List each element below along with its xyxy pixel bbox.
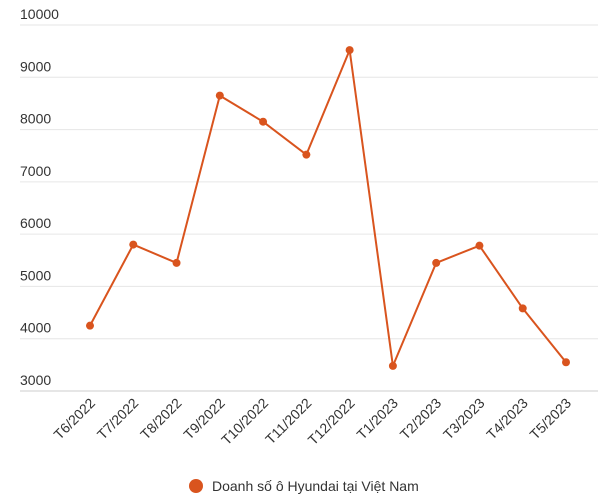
x-tick-label: T12/2022 (305, 395, 358, 448)
series-group (86, 46, 570, 370)
y-tick-label: 3000 (20, 372, 51, 388)
legend: Doanh số ô Hyundai tại Việt Nam (189, 478, 419, 494)
x-tick-label: T6/2022 (50, 395, 98, 443)
data-point (562, 358, 570, 367)
y-tick-label: 10000 (20, 6, 59, 22)
data-point (259, 117, 268, 126)
legend-label: Doanh số ô Hyundai tại Việt Nam (212, 478, 419, 494)
data-point (432, 258, 441, 267)
y-tick-label: 5000 (20, 267, 51, 283)
data-point (345, 46, 354, 55)
x-tick-label: T3/2023 (440, 395, 488, 443)
x-tick-label: T4/2023 (483, 395, 531, 443)
series-line (89, 49, 567, 367)
data-point (129, 240, 138, 249)
gridlines (20, 24, 598, 392)
x-tick-label: T2/2023 (397, 395, 445, 443)
data-point (518, 304, 527, 313)
x-tick-label: T1/2023 (353, 395, 401, 443)
y-tick-label: 8000 (20, 111, 51, 127)
x-tick-label: T7/2022 (94, 395, 142, 443)
data-point (475, 241, 484, 250)
data-point (86, 321, 94, 330)
y-axis-tick-labels: 3000 4000 5000 6000 7000 8000 9000 10000 (20, 6, 59, 388)
data-point (388, 361, 397, 370)
x-axis-tick-labels: T6/2022T7/2022T8/2022T9/2022T10/2022T11/… (50, 395, 574, 448)
data-point (215, 91, 224, 100)
data-point (172, 258, 181, 267)
x-tick-label: T8/2022 (137, 395, 185, 443)
data-point (302, 150, 311, 159)
y-tick-label: 4000 (20, 320, 51, 336)
x-tick-label: T10/2022 (218, 395, 271, 448)
y-tick-label: 9000 (20, 58, 51, 74)
x-tick-label: T5/2023 (526, 395, 574, 443)
y-tick-label: 6000 (20, 215, 51, 231)
legend-marker (189, 479, 203, 493)
y-tick-label: 7000 (20, 163, 51, 179)
